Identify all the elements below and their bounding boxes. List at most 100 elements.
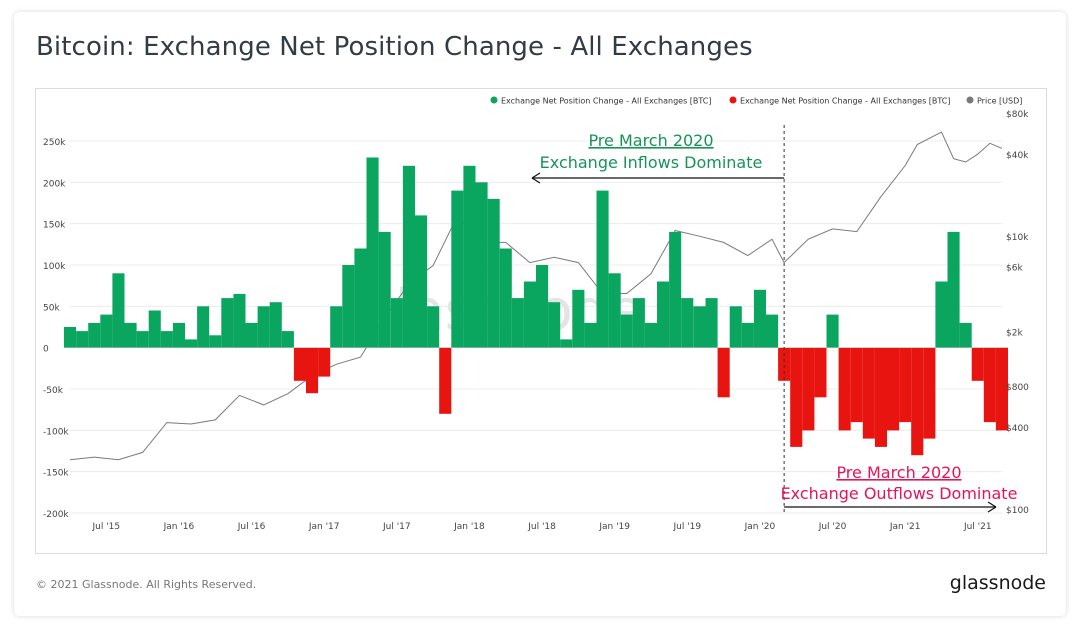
outflow-annotation-line1: Pre March 2020 [836,463,961,482]
x-tick-label: Jul '16 [237,522,266,532]
legend-label: Price [USD] [977,97,1022,106]
y-right-tick-label: $6k [1006,263,1023,273]
x-tick-label: Jan '16 [163,522,195,532]
outflow-bar [862,347,875,439]
glassnode-logo: glassnode [949,572,1046,594]
price-line [69,131,1003,461]
inflow-bar [766,314,779,348]
y-left-tick-label: 0 [43,345,49,355]
y-left-tick-label: 50k [43,303,60,313]
inflow-bar [644,322,657,348]
outflow-bar [983,347,996,423]
inflow-bar [185,339,198,348]
outflow-bar [850,347,863,423]
outflow-bar [814,347,827,398]
inflow-bar [693,306,706,348]
x-tick-label: Jul '20 [818,522,847,532]
inflow-bar [548,302,561,348]
inflow-bar [560,339,573,348]
legend-label: Exchange Net Position Change - All Excha… [740,97,951,106]
outflow-bar [923,347,936,439]
copyright-text: © 2021 Glassnode. All Rights Reserved. [36,578,257,591]
inflow-bar [669,231,682,348]
y-right-tick-label: $80k [1006,110,1029,120]
inflow-bar [959,322,972,348]
outflow-bar [318,347,331,377]
y-right-tick-label: $800 [1006,383,1029,393]
y-right-tick-label: $100 [1006,506,1029,516]
y-right-tick-label: $400 [1006,424,1029,434]
x-tick-label: Jul '19 [672,522,701,532]
y-left-tick-label: 100k [43,262,66,272]
inflow-bar [463,165,476,348]
inflow-bar [475,182,488,348]
inflow-bar [402,165,415,348]
y-left-tick-label: -200k [43,510,69,520]
outflow-bar [802,347,815,431]
y-right-tick-label: $10k [1006,233,1029,243]
inflow-bar [729,306,742,348]
inflow-bar [366,157,379,348]
inflow-bar [657,281,670,348]
inflow-bar [511,298,524,348]
inflow-bar [269,302,282,348]
inflow-bar [584,322,597,348]
inflow-bar [947,231,960,348]
y-left-tick-label: 200k [43,179,66,189]
inflow-bar [427,306,440,348]
inflow-bar [233,293,246,348]
outflow-bar [717,347,730,398]
outflow-bar [995,347,1008,431]
inflow-bar [136,331,149,348]
inflow-arrow-head [531,172,541,184]
inflow-bar [826,314,839,348]
inflow-bar [221,298,234,348]
axes: 250k 200k 150k 100k 50k 0 -50k -100k -150k -200k $… [43,110,1029,532]
inflow-bar [487,198,500,348]
inflow-bar [572,289,585,348]
chart-card: Bitcoin: Exchange Net Position Change - … [14,12,1066,616]
y-right-tick-label: $2k [1006,329,1023,339]
inflow-bar [451,190,464,348]
inflow-bar [681,298,694,348]
x-tick-label: Jan '17 [308,522,340,532]
plot-frame: glassnode 250k200k150k100k50k0-50k-100k-… [35,88,1047,554]
inflow-bar [257,306,270,348]
inflow-bar [245,322,258,348]
y-left-tick-label: -150k [43,469,69,479]
legend-marker [490,96,498,104]
x-tick-label: Jan '21 [889,522,921,532]
inflow-bar [536,265,549,348]
inflow-bar [596,190,609,348]
outflow-bar [439,347,452,414]
inflow-bar [100,314,113,348]
x-tick-label: Jan '18 [453,522,485,532]
legend-label: Exchange Net Position Change - All Excha… [501,97,712,106]
inflow-annotation-line1: Pre March 2020 [588,131,713,150]
inflow-bar [63,327,76,348]
outflow-bar [306,347,319,394]
outflow-bar [838,347,851,431]
inflow-bar [112,273,125,348]
x-tick-label: Jul '15 [91,522,120,532]
inflow-bar [88,322,101,348]
outflow-bar [899,347,912,423]
inflow-bar [281,331,294,348]
legend-marker [966,96,974,104]
x-tick-label: Jul '21 [963,522,992,532]
outflow-bar [887,347,900,431]
inflow-bar [620,314,633,348]
chart-title: Bitcoin: Exchange Net Position Change - … [36,32,753,62]
inflow-bar [160,331,173,348]
legend-marker [729,96,737,104]
x-tick-label: Jul '17 [382,522,411,532]
outflow-bar [778,347,791,381]
inflow-bar [124,322,137,348]
inflow-bar [632,298,645,348]
inflow-bar [935,281,948,348]
inflow-bar [753,289,766,348]
inflow-bar [499,248,512,348]
inflow-bar [390,298,403,348]
y-left-tick-label: 150k [43,221,66,231]
outflow-bar [790,347,803,447]
